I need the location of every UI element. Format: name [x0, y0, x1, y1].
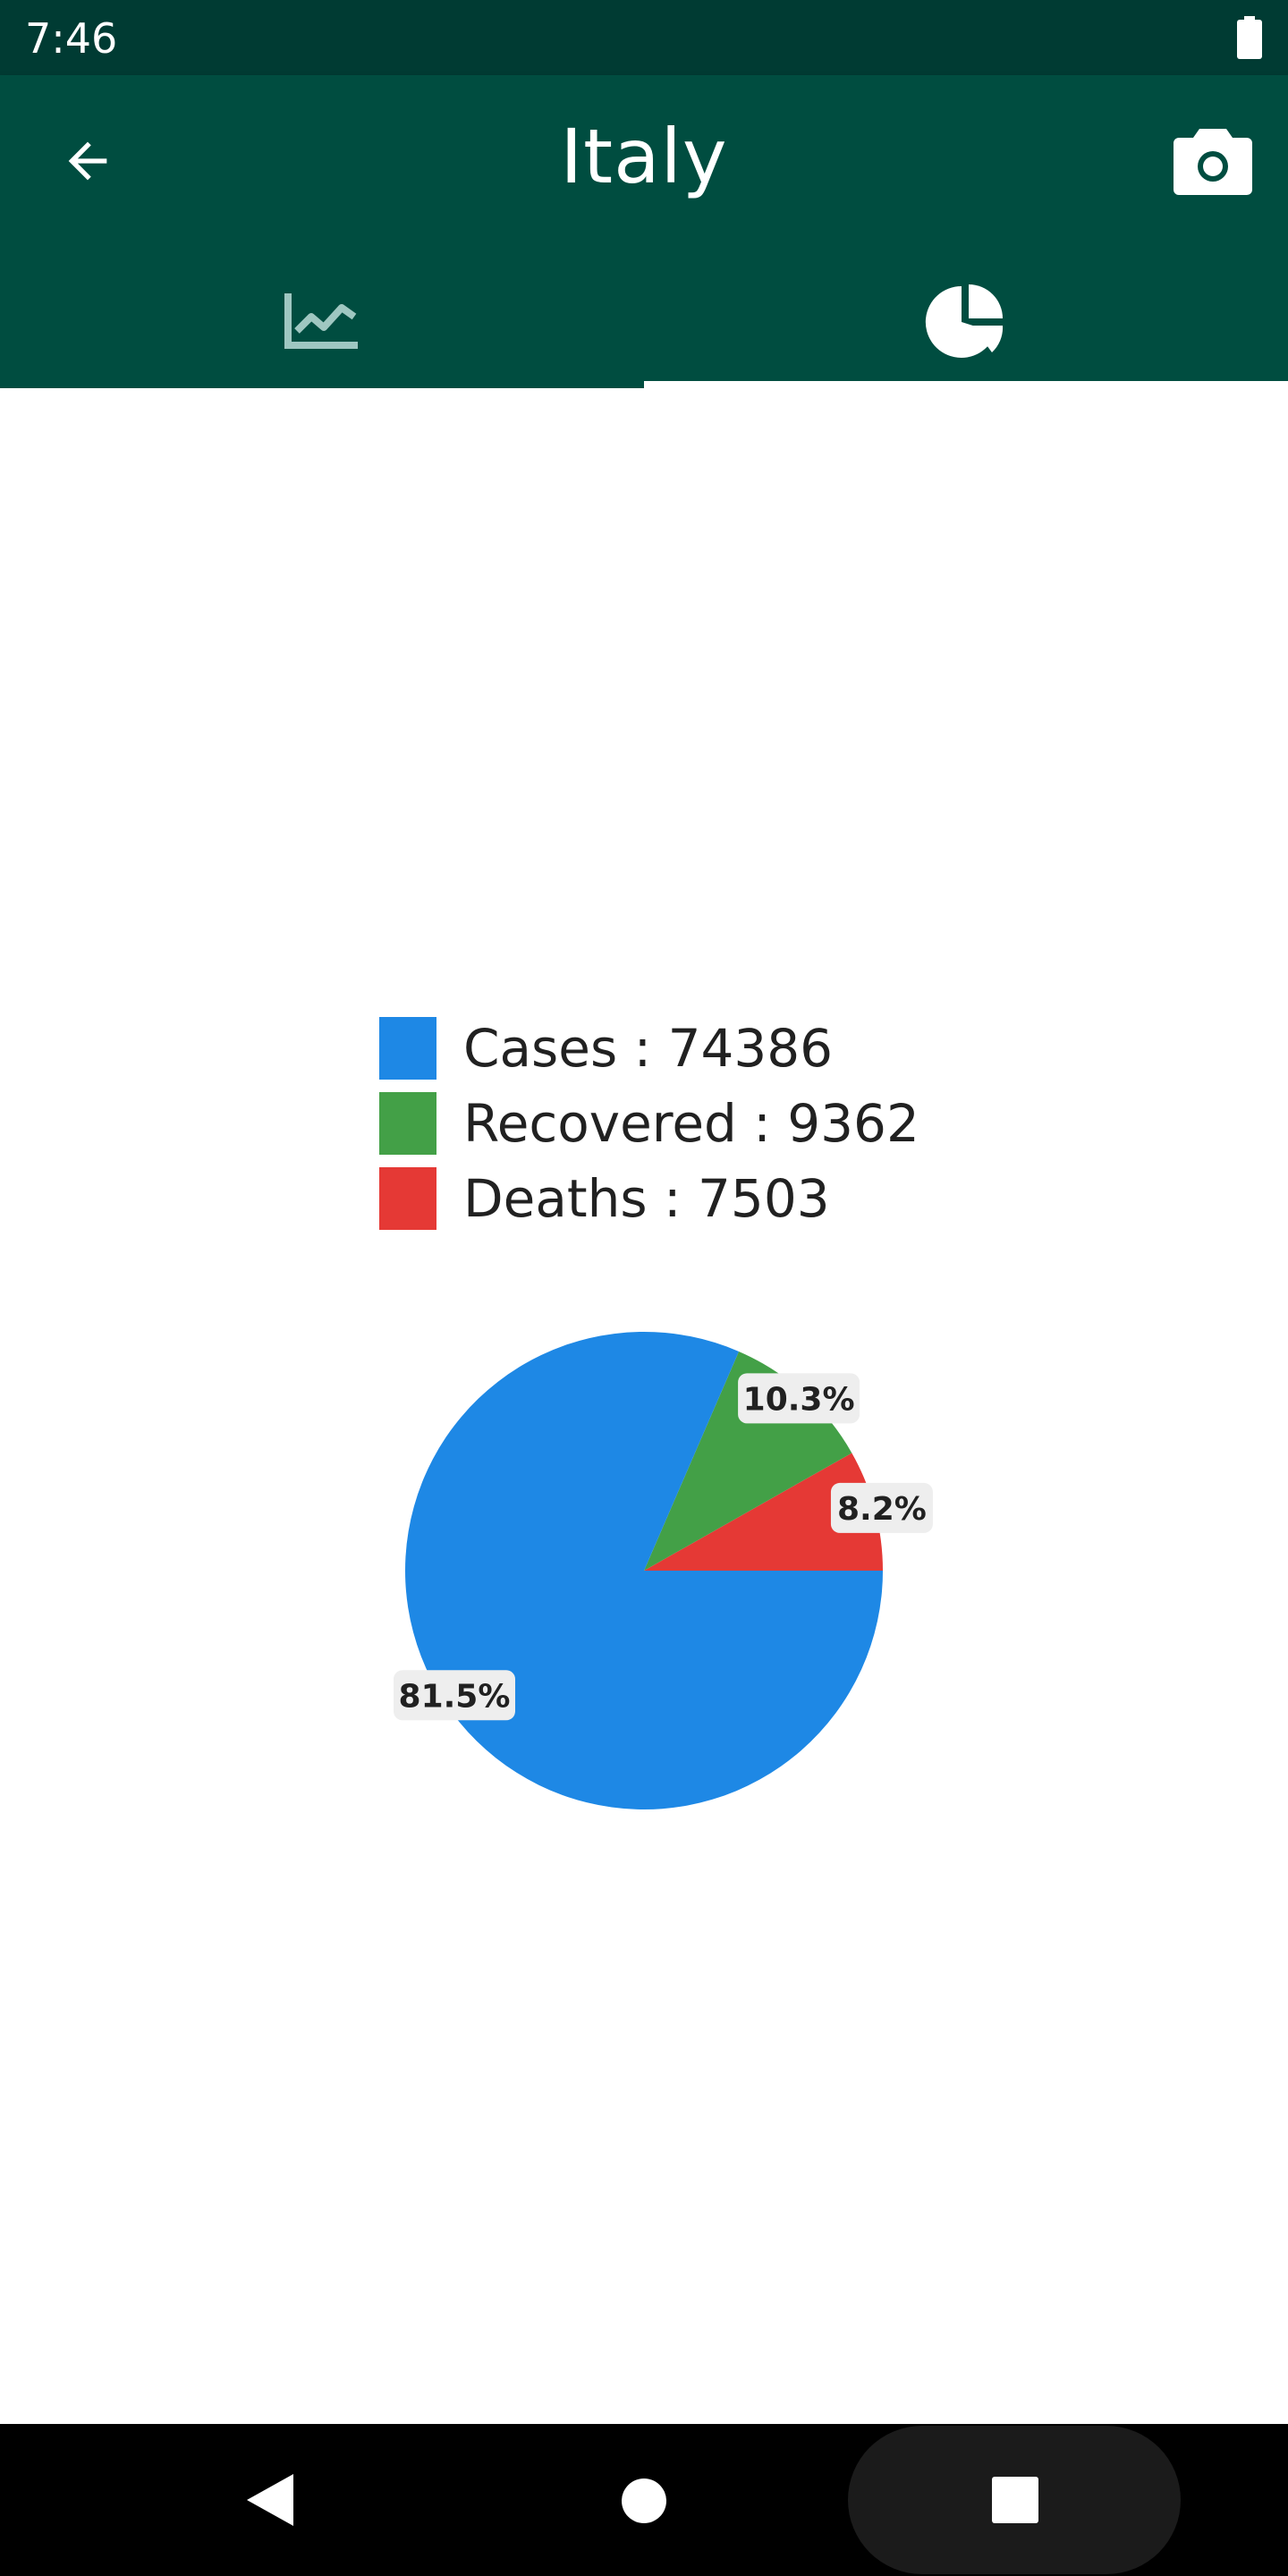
legend-label-recovered: Recovered : 9362	[463, 1093, 919, 1154]
pie-slice-cases	[404, 1331, 883, 1810]
pie-label-cases: 81.5%	[393, 1670, 515, 1721]
pie-label-bg-deaths	[830, 1482, 933, 1533]
pie-label-text-cases: 81.5%	[399, 1678, 511, 1715]
legend-label-deaths: Deaths : 7503	[463, 1168, 830, 1229]
tab-pie-chart[interactable]	[644, 254, 1288, 388]
pie-chart-icon	[925, 284, 1004, 358]
pie-label-text-recovered: 10.3%	[743, 1381, 855, 1418]
camera-icon	[1174, 129, 1252, 195]
legend-swatch-deaths	[379, 1167, 436, 1230]
nav-back-icon[interactable]	[243, 2470, 297, 2529]
legend-swatch-cases	[379, 1017, 436, 1080]
nav-home-icon[interactable]	[621, 2478, 667, 2524]
tab-indicator	[644, 381, 1288, 388]
pie-label-deaths: 8.2%	[830, 1482, 933, 1533]
legend-item-cases: Cases : 74386	[379, 1011, 919, 1086]
arrow-back-icon	[68, 141, 107, 181]
legend-label-cases: Cases : 74386	[463, 1018, 834, 1079]
legend-swatch-recovered	[379, 1092, 436, 1155]
app-bar: Italy	[0, 75, 1288, 388]
status-bar: 7:46	[0, 0, 1288, 75]
pie-label-bg-cases	[393, 1670, 515, 1721]
legend-item-recovered: Recovered : 9362	[379, 1086, 919, 1161]
pie-label-recovered: 10.3%	[738, 1373, 860, 1424]
tab-bar	[0, 254, 1288, 388]
chart-legend: Cases : 74386 Recovered : 9362 Deaths : …	[379, 1011, 919, 1236]
screenshot-button[interactable]	[1163, 118, 1263, 204]
page-title: Italy	[560, 113, 728, 200]
legend-item-deaths: Deaths : 7503	[379, 1161, 919, 1236]
pie-label-text-deaths: 8.2%	[837, 1491, 927, 1528]
pie-slice-deaths	[644, 1453, 883, 1571]
pie-chart: 8.2% 10.3% 81.5%	[393, 1331, 933, 1810]
battery-icon	[1237, 16, 1262, 59]
tab-line-chart[interactable]	[0, 254, 644, 388]
nav-recents-icon[interactable]	[991, 2476, 1039, 2524]
status-time: 7:46	[25, 14, 118, 63]
back-button[interactable]	[47, 120, 129, 202]
line-chart-icon	[284, 293, 358, 349]
chart-content: Cases : 74386 Recovered : 9362 Deaths : …	[0, 388, 1288, 2424]
pie-label-bg-recovered	[738, 1373, 860, 1424]
